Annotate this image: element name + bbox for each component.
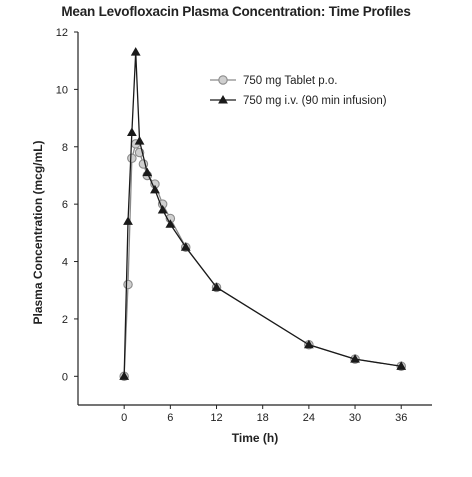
legend-label: 750 mg i.v. (90 min infusion)	[243, 95, 387, 107]
x-tick-label: 12	[210, 412, 222, 424]
chart-title: Mean Levofloxacin Plasma Concentration: …	[61, 4, 411, 19]
x-tick-label: 36	[395, 412, 407, 424]
x-tick-label: 0	[121, 412, 127, 424]
x-tick-label: 24	[303, 412, 315, 424]
series-tablet-po	[119, 139, 406, 382]
data-point	[165, 219, 176, 228]
data-point	[350, 354, 360, 363]
legend-marker	[218, 75, 228, 85]
y-tick-label: 4	[62, 257, 68, 269]
data-point	[396, 361, 407, 370]
legend-marker	[218, 94, 228, 104]
series-iv-infusion	[119, 47, 407, 380]
y-tick-label: 6	[62, 199, 68, 211]
series-line	[123, 143, 402, 377]
data-point	[119, 371, 130, 380]
data-point	[123, 279, 133, 290]
data-point	[126, 127, 137, 136]
data-point	[303, 339, 314, 349]
legend-entry: 750 mg Tablet p.o.	[210, 75, 337, 87]
data-point	[134, 136, 145, 145]
x-tick-label: 18	[257, 412, 269, 424]
legend-entry: 750 mg i.v. (90 min infusion)	[210, 94, 387, 107]
y-tick-label: 0	[62, 371, 68, 383]
data-point	[157, 204, 168, 214]
y-tick-label: 12	[56, 27, 68, 39]
legend-label: 750 mg Tablet p.o.	[243, 75, 337, 87]
data-point	[211, 282, 222, 291]
x-axis-label: Time (h)	[232, 431, 278, 445]
legend: 750 mg Tablet p.o. 750 mg i.v. (90 min in…	[210, 75, 387, 107]
x-tick-label: 6	[167, 412, 173, 424]
data-point	[127, 153, 137, 163]
y-tick-label: 8	[62, 142, 68, 154]
data-point	[123, 216, 133, 225]
series-layer	[119, 47, 407, 382]
y-tick-label: 2	[62, 314, 68, 326]
y-axis-label: Plasma Concentration (mcg/mL)	[31, 140, 45, 324]
data-point	[180, 242, 191, 251]
y-tick-label: 10	[56, 84, 68, 96]
data-point	[142, 167, 153, 177]
series-line	[123, 51, 402, 377]
data-point	[130, 47, 141, 56]
x-tick-label: 30	[349, 412, 361, 424]
data-point	[150, 184, 160, 194]
